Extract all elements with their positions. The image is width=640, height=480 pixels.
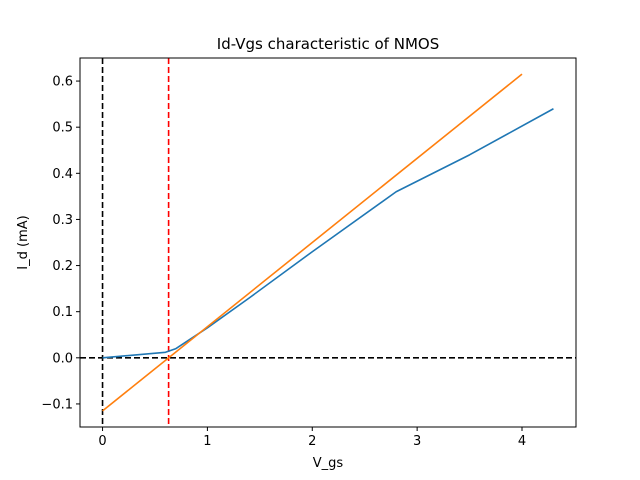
y-axis-label: I_d (mA) — [16, 215, 31, 269]
series-line-1 — [102, 108, 554, 359]
reference-lines — [80, 58, 576, 427]
y-tick-label: 0.4 — [52, 167, 73, 182]
x-tick-label: 3 — [413, 434, 421, 449]
plot-frame — [79, 57, 577, 428]
y-tick-label: 0.1 — [52, 305, 73, 320]
x-tick-label: 1 — [203, 434, 211, 449]
y-tick-label: 0.2 — [52, 259, 73, 274]
y-tick-label: 0.3 — [52, 213, 73, 228]
plot-area — [80, 58, 576, 427]
x-tick-label: 4 — [518, 434, 526, 449]
series-line-2 — [102, 73, 523, 412]
x-axis-ticks: 0 1 2 3 4 — [98, 427, 526, 449]
y-tick-label: 0.5 — [52, 121, 73, 136]
chart-title: Id-Vgs characteristic of NMOS — [217, 35, 439, 53]
x-tick-label: 2 — [308, 434, 316, 449]
x-axis-label: V_gs — [313, 456, 344, 471]
series-lines — [102, 73, 554, 412]
y-axis-ticks: −0.1 0.0 0.1 0.2 0.3 0.4 0.5 0.6 — [41, 75, 80, 412]
y-tick-label: −0.1 — [41, 397, 73, 412]
y-tick-label: 0.6 — [52, 75, 73, 90]
y-tick-label: 0.0 — [52, 351, 73, 366]
x-tick-label: 0 — [98, 434, 106, 449]
